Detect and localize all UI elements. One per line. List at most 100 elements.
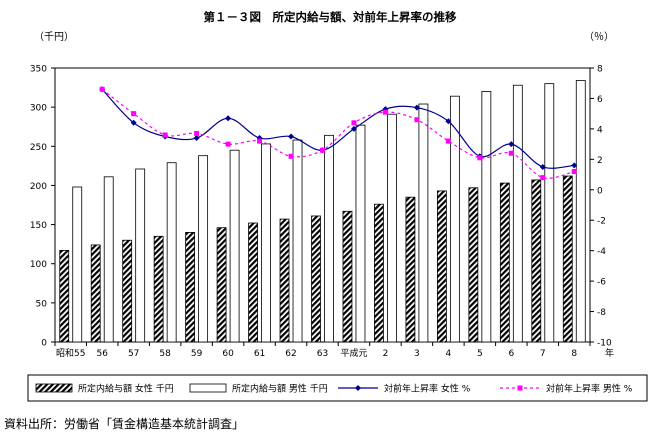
bar-male-15 [544, 83, 555, 343]
right-tick-label: -4 [597, 247, 606, 257]
point-male-3 [194, 130, 200, 136]
bar-male-4 [198, 155, 209, 343]
x-tick-label: 57 [128, 349, 139, 359]
bar-female-9 [342, 210, 353, 343]
bar-male-16 [575, 80, 586, 343]
bar-male-7 [292, 139, 303, 343]
legend-label-male-rate: 対前年上昇率 男性 % [546, 383, 633, 395]
bar-female-16 [562, 175, 573, 343]
x-tick-label: 5 [477, 349, 483, 359]
x-axis-unit-label: 年 [605, 347, 614, 359]
bar-male-3 [166, 162, 177, 343]
x-tick-label: 62 [285, 349, 296, 359]
bar-female-13 [468, 187, 479, 343]
bar-male-14 [512, 84, 523, 343]
x-tick-label: 63 [317, 349, 328, 359]
point-male-7 [320, 147, 325, 153]
bar-male-5 [229, 149, 240, 343]
bar-male-2 [135, 168, 146, 343]
x-tick-label: 2 [383, 349, 389, 359]
point-male-5 [257, 138, 263, 144]
right-tick-label: -2 [597, 217, 606, 227]
point-female-11 [445, 118, 452, 125]
point-female-13 [508, 141, 515, 148]
x-tick-label: 56 [96, 349, 108, 359]
bar-male-8 [324, 134, 334, 343]
left-axis: 0 50 100 150 200 250 300 350 [30, 65, 55, 349]
legend-marker-female-rate [355, 385, 361, 391]
bar-male-10 [387, 113, 397, 343]
bar-marks [59, 80, 586, 343]
bar-male-9 [355, 124, 366, 343]
right-tick-label: 0 [597, 186, 603, 196]
point-female-3 [193, 135, 200, 142]
point-male-2 [162, 132, 168, 138]
bar-male-0 [72, 186, 83, 343]
point-female-10 [413, 104, 420, 111]
legend: 所定内給与額 女性 千円 所定内給与額 男性 千円 対前年上昇率 女性 % 対前年上昇… [35, 383, 633, 395]
right-tick-label: 8 [597, 65, 603, 75]
point-female-15 [571, 162, 578, 169]
point-female-6 [288, 133, 295, 140]
right-axis-unit-label: （％） [584, 31, 614, 43]
left-tick-label: 250 [30, 143, 47, 153]
right-tick-label: -10 [597, 339, 612, 349]
bar-female-2 [122, 239, 133, 343]
line-female-rate [101, 88, 575, 169]
point-female-8 [350, 125, 357, 132]
x-tick-label: 58 [159, 349, 171, 359]
bar-female-0 [59, 250, 70, 343]
point-female-14 [539, 163, 546, 170]
bar-female-1 [90, 244, 101, 343]
bar-female-8 [311, 215, 321, 343]
left-tick-label: 200 [30, 182, 47, 192]
point-male-13 [508, 150, 514, 156]
right-tick-label: -6 [597, 278, 606, 288]
source-note: 資料出所：労働省「賃金構造基本統計調査」 [4, 417, 245, 431]
left-tick-label: 100 [30, 260, 47, 270]
x-tick-label: 60 [222, 349, 234, 359]
right-tick-label: 2 [597, 156, 603, 166]
right-tick-label: 4 [597, 125, 603, 135]
legend-label-female-rate: 対前年上昇率 女性 % [384, 383, 471, 395]
bar-female-15 [531, 179, 542, 343]
legend-swatch-male-wage [189, 383, 227, 393]
bar-female-11 [405, 196, 416, 343]
point-male-4 [225, 141, 231, 147]
x-tick-label: 61 [254, 349, 265, 359]
point-male-11 [445, 138, 451, 144]
x-tick-label: 6 [508, 349, 514, 359]
right-tick-label: -8 [597, 308, 606, 318]
point-male-1 [131, 111, 137, 117]
plot-area [54, 67, 591, 343]
bar-male-11 [418, 103, 429, 343]
left-tick-label: 150 [30, 221, 47, 231]
x-tick-label: 4 [446, 349, 452, 359]
right-tick-label: 6 [597, 95, 603, 105]
legend-label-male-wage: 所定内給与額 男性 千円 [232, 383, 328, 395]
legend-marker-male-rate [517, 385, 523, 391]
legend-label-female-wage: 所定内給与額 女性 千円 [78, 383, 174, 395]
left-tick-label: 300 [30, 104, 47, 114]
x-tick-label: 7 [540, 349, 546, 359]
bar-female-14 [499, 182, 510, 343]
point-male-9 [382, 109, 388, 115]
point-female-4 [225, 115, 232, 122]
point-male-10 [414, 117, 420, 123]
legend-swatch-female-wage [35, 383, 73, 393]
x-tick-label: 59 [191, 349, 203, 359]
bar-female-4 [185, 231, 196, 343]
point-female-1 [130, 119, 137, 126]
bar-female-6 [248, 222, 258, 343]
x-tick-label: 平成元 [340, 347, 367, 359]
point-male-12 [477, 155, 483, 161]
point-male-6 [288, 153, 294, 159]
right-axis: -10 -8 -6 -4 -2 0 2 4 6 8 [590, 65, 612, 349]
bar-female-3 [153, 235, 164, 343]
line-marks [99, 86, 578, 181]
x-tick-label: 昭和55 [56, 348, 85, 359]
x-tick-label: 8 [571, 349, 577, 359]
bar-male-6 [261, 143, 271, 343]
legend-box [27, 374, 648, 402]
x-axis: 昭和55 56 57 58 59 60 61 62 63 平成元 2 3 4 5 6 7 8 [54, 342, 591, 359]
